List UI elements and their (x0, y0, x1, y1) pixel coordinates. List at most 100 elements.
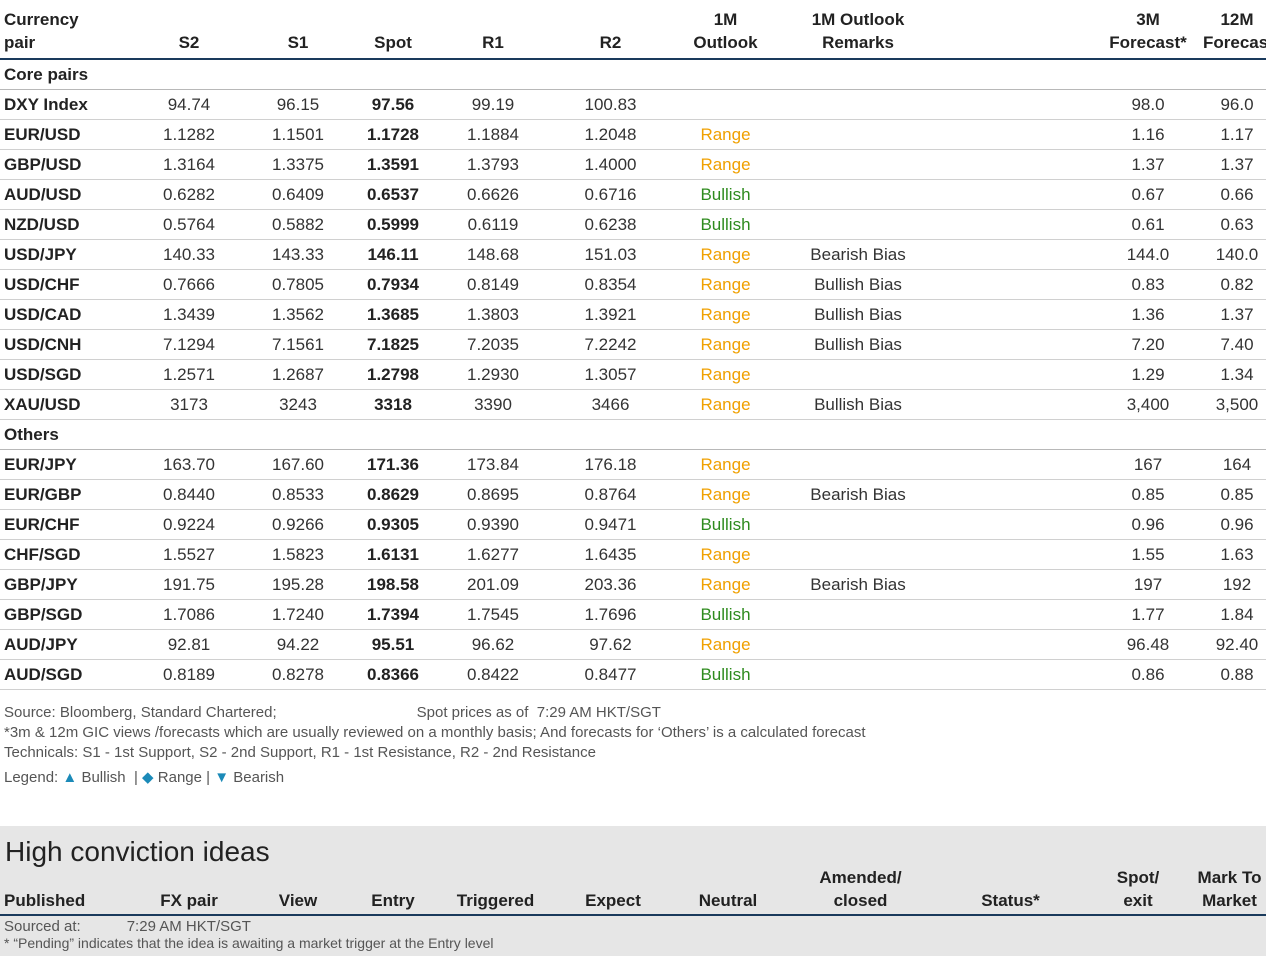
table-row: EUR/USD 1.1282 1.1501 1.1728 1.1884 1.2048 Ran… (0, 120, 1266, 150)
hci-column-header: Expect (585, 891, 641, 910)
cell-r1: 0.8422 (467, 664, 519, 684)
cell-outlook: Range (700, 364, 751, 384)
section-header: Others (0, 420, 1266, 450)
cell-r1: 1.7545 (467, 604, 519, 624)
cell-outlook: Range (700, 394, 751, 414)
cell-f3m: 7.20 (1131, 334, 1165, 354)
cell-pair: EUR/USD (4, 124, 81, 144)
cell-f3m: 0.85 (1131, 484, 1165, 504)
spot-time-label: Spot prices as of 7:29 AM HKT/SGT (416, 704, 661, 721)
cell-spot: 0.9305 (367, 514, 419, 534)
cell-s2: 1.5527 (163, 544, 215, 564)
cell-s1: 1.5823 (272, 544, 324, 564)
table-row: USD/SGD 1.2571 1.2687 1.2798 1.2930 1.3057 Ran… (0, 360, 1266, 390)
cell-r2: 1.2048 (584, 124, 637, 144)
cell-s1: 0.6409 (272, 184, 324, 204)
cell-spot: 1.1728 (367, 124, 419, 144)
cell-spot: 0.5999 (367, 214, 419, 234)
cell-s2: 1.2571 (163, 364, 215, 384)
cell-r2: 1.3057 (584, 364, 637, 384)
cell-pair: USD/CNH (4, 334, 82, 354)
cell-pair: USD/CHF (4, 274, 80, 294)
cell-s2: 3173 (170, 394, 208, 414)
hci-column-header: Published (4, 891, 86, 910)
cell-outlook: Range (700, 574, 751, 594)
cell-spot: 3318 (374, 394, 412, 414)
column-header: S2 (178, 33, 200, 52)
cell-f12m: 1.34 (1220, 364, 1254, 384)
cell-outlook: Bullish (700, 664, 751, 684)
cell-pair: GBP/USD (4, 154, 82, 174)
triangle-up-icon: ▲ (62, 769, 78, 786)
cell-s2: 0.8189 (163, 664, 215, 684)
cell-s2: 0.9224 (163, 514, 215, 534)
legend-separator: | (133, 769, 138, 786)
cell-r1: 1.2930 (467, 364, 519, 384)
table-row: USD/CHF 0.7666 0.7805 0.7934 0.8149 0.8354 Ran… (0, 270, 1266, 300)
cell-s1: 1.2687 (272, 364, 324, 384)
hci-column-header: View (278, 891, 318, 910)
cell-r2: 151.03 (584, 244, 637, 264)
cell-spot: 95.51 (371, 634, 415, 654)
cell-f12m: 3,500 (1215, 394, 1259, 414)
cell-s2: 163.70 (163, 454, 215, 474)
cell-remarks: Bearish Bias (810, 484, 906, 504)
cell-r1: 1.3793 (467, 154, 519, 174)
cell-f12m: 92.40 (1215, 634, 1259, 654)
cell-f12m: 0.63 (1220, 214, 1254, 234)
cell-f3m: 0.67 (1131, 184, 1165, 204)
cell-remarks: Bullish Bias (814, 394, 902, 414)
hci-column-header: Neutral (698, 891, 758, 910)
cell-s1: 96.15 (276, 94, 320, 114)
table-row: AUD/USD 0.6282 0.6409 0.6537 0.6626 0.6716 Bul… (0, 180, 1266, 210)
cell-s2: 0.7666 (163, 274, 215, 294)
cell-s2: 0.6282 (163, 184, 215, 204)
cell-outlook: Range (700, 544, 751, 564)
cell-r2: 1.6435 (584, 544, 637, 564)
cell-outlook: Range (700, 454, 751, 474)
cell-spot: 1.2798 (367, 364, 419, 384)
cell-spot: 1.3685 (367, 304, 419, 324)
cell-r1: 201.09 (467, 574, 519, 594)
cell-r1: 0.6626 (467, 184, 519, 204)
table-header-row: Currency pair S2 S1 Spot R1 R2 1M Outlook 1M Ou… (0, 0, 1266, 60)
sourced-at: Sourced at: 7:29 AM HKT/SGT (4, 918, 251, 935)
table-row: CHF/SGD 1.5527 1.5823 1.6131 1.6277 1.6435 Ran… (0, 540, 1266, 570)
cell-r2: 0.6238 (584, 214, 637, 234)
cell-spot: 0.8629 (367, 484, 419, 504)
cell-r1: 3390 (474, 394, 512, 414)
cell-s2: 191.75 (163, 574, 215, 594)
hci-column-header: Spot/ exit (1116, 868, 1160, 910)
cell-pair: EUR/CHF (4, 514, 80, 534)
cell-f12m: 1.37 (1220, 154, 1254, 174)
legend-separator: | (206, 769, 211, 786)
cell-f12m: 1.63 (1220, 544, 1254, 564)
cell-f3m: 167 (1133, 454, 1163, 474)
cell-s2: 1.7086 (163, 604, 215, 624)
cell-s1: 0.7805 (272, 274, 324, 294)
cell-pair: AUD/USD (4, 184, 82, 204)
cell-f3m: 1.36 (1131, 304, 1165, 324)
cell-s2: 94.74 (167, 94, 211, 114)
cell-s2: 7.1294 (163, 334, 215, 354)
table-row: USD/JPY 140.33 143.33 146.11 148.68 151.03 Ran… (0, 240, 1266, 270)
cell-r2: 176.18 (584, 454, 637, 474)
cell-r2: 1.7696 (584, 604, 637, 624)
column-header: 1M Outlook Remarks (811, 10, 905, 52)
table-row: EUR/GBP 0.8440 0.8533 0.8629 0.8695 0.8764 Ran… (0, 480, 1266, 510)
cell-s1: 0.8533 (272, 484, 324, 504)
cell-s1: 7.1561 (272, 334, 324, 354)
cell-remarks: Bullish Bias (814, 304, 902, 324)
table-row: GBP/USD 1.3164 1.3375 1.3591 1.3793 1.4000 Ran… (0, 150, 1266, 180)
cell-r1: 0.6119 (467, 214, 519, 234)
hci-column-header: Status* (981, 891, 1040, 910)
cell-f12m: 0.96 (1220, 514, 1254, 534)
cell-pair: XAU/USD (4, 394, 81, 414)
cell-spot: 171.36 (367, 454, 419, 474)
table-row: USD/CNH 7.1294 7.1561 7.1825 7.2035 7.2242 Ran… (0, 330, 1266, 360)
cell-outlook: Range (700, 124, 751, 144)
column-header: R1 (482, 33, 504, 52)
cell-s1: 1.7240 (272, 604, 324, 624)
cell-outlook: Range (700, 634, 751, 654)
cell-pair: GBP/JPY (4, 574, 78, 594)
